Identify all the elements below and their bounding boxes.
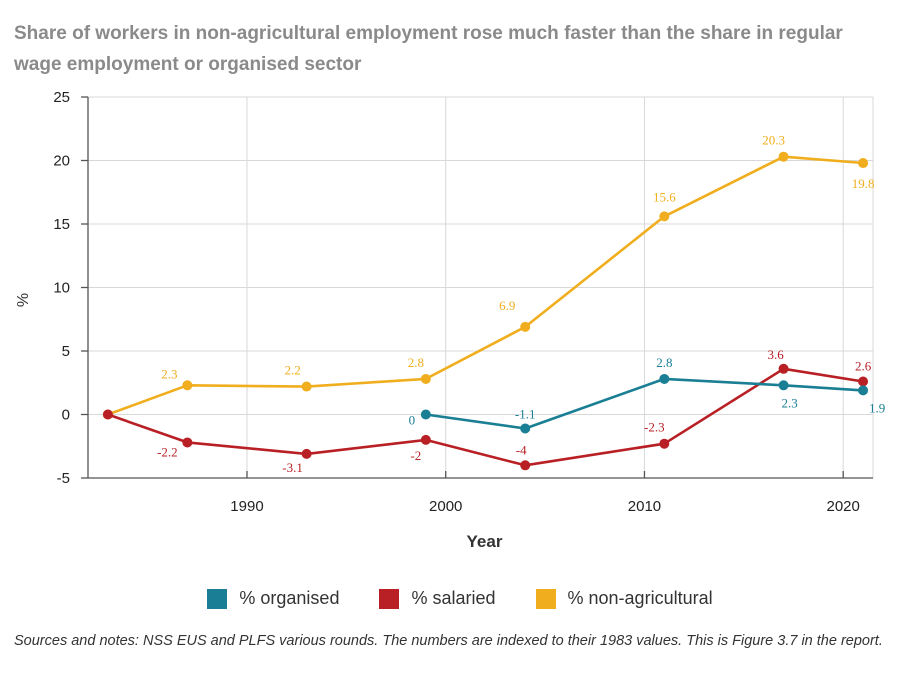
data-label: -2.2 bbox=[157, 444, 178, 459]
data-point bbox=[420, 409, 431, 420]
data-point bbox=[301, 448, 312, 459]
data-label: 2.3 bbox=[781, 395, 797, 410]
legend-swatch-organised bbox=[207, 588, 228, 609]
data-label: 2.2 bbox=[284, 363, 300, 378]
y-tick-label: 10 bbox=[53, 280, 70, 297]
data-label: 2.8 bbox=[408, 355, 424, 370]
data-point bbox=[778, 380, 789, 391]
data-point bbox=[520, 460, 531, 471]
legend-label-non-agricultural: % non-agricultural bbox=[567, 588, 713, 608]
data-label: -4 bbox=[516, 442, 527, 457]
data-label: 19.8 bbox=[852, 176, 875, 191]
data-label: 15.6 bbox=[653, 189, 676, 204]
data-point bbox=[659, 438, 670, 449]
source-note: Sources and notes: NSS EUS and PLFS vari… bbox=[14, 633, 883, 649]
data-point bbox=[778, 363, 789, 374]
x-tick-label: 1990 bbox=[230, 498, 263, 515]
data-point bbox=[301, 381, 312, 392]
legend-label-salaried: % salaried bbox=[411, 588, 496, 608]
legend-label-organised: % organised bbox=[239, 588, 340, 608]
data-label: 2.3 bbox=[161, 366, 177, 381]
data-point bbox=[858, 158, 869, 169]
data-label: 6.9 bbox=[499, 298, 515, 313]
data-point bbox=[182, 437, 193, 448]
line-chart: -5 0 5 10 15 20 25 1990 2000 2010 2020 Year% 2.3 2.2 2… bbox=[15, 89, 885, 551]
data-point bbox=[420, 434, 431, 445]
data-label: 1.9 bbox=[869, 400, 885, 415]
data-label: 0 bbox=[409, 413, 416, 428]
series-line-2 bbox=[107, 155, 864, 416]
data-point bbox=[102, 409, 113, 420]
data-point bbox=[778, 151, 789, 162]
y-axis-title: % bbox=[15, 293, 32, 307]
legend-swatch-non-agricultural bbox=[535, 588, 556, 609]
y-tick-label: 0 bbox=[62, 407, 70, 424]
data-label: 3.6 bbox=[767, 347, 784, 362]
data-point bbox=[659, 211, 670, 222]
data-point bbox=[858, 385, 869, 396]
data-point bbox=[520, 423, 531, 434]
y-tick-label: 20 bbox=[53, 153, 70, 170]
data-label: 2.6 bbox=[855, 358, 872, 373]
data-label: 20.3 bbox=[762, 133, 785, 148]
data-point bbox=[659, 373, 670, 384]
x-tick-label: 2010 bbox=[628, 498, 661, 515]
legend-item-non-agricultural: % non-agricultural bbox=[535, 588, 713, 609]
data-label: -1.1 bbox=[515, 406, 536, 421]
legend-item-salaried: % salaried bbox=[379, 588, 496, 609]
x-tick-label: 2020 bbox=[827, 498, 860, 515]
data-label: -2 bbox=[410, 448, 421, 463]
y-tick-label: 25 bbox=[53, 89, 70, 106]
data-point bbox=[182, 380, 193, 391]
data-label: 2.8 bbox=[656, 355, 672, 370]
data-point bbox=[858, 376, 869, 387]
data-label: -2.3 bbox=[644, 420, 665, 435]
series-line-1 bbox=[107, 367, 864, 467]
legend: % organised % salaried % non-agricultura… bbox=[0, 588, 920, 609]
legend-swatch-salaried bbox=[379, 588, 400, 609]
data-label: -3.1 bbox=[282, 460, 303, 475]
data-point bbox=[420, 373, 431, 384]
y-tick-label: 15 bbox=[53, 216, 70, 233]
x-tick-label: 2000 bbox=[429, 498, 462, 515]
x-axis-title: Year bbox=[467, 532, 503, 551]
y-tick-label: 5 bbox=[62, 343, 70, 360]
data-point bbox=[520, 321, 531, 332]
y-tick-label: -5 bbox=[57, 470, 70, 487]
legend-item-organised: % organised bbox=[207, 588, 339, 609]
chart-title: Share of workers in non-agricultural emp… bbox=[14, 23, 843, 75]
